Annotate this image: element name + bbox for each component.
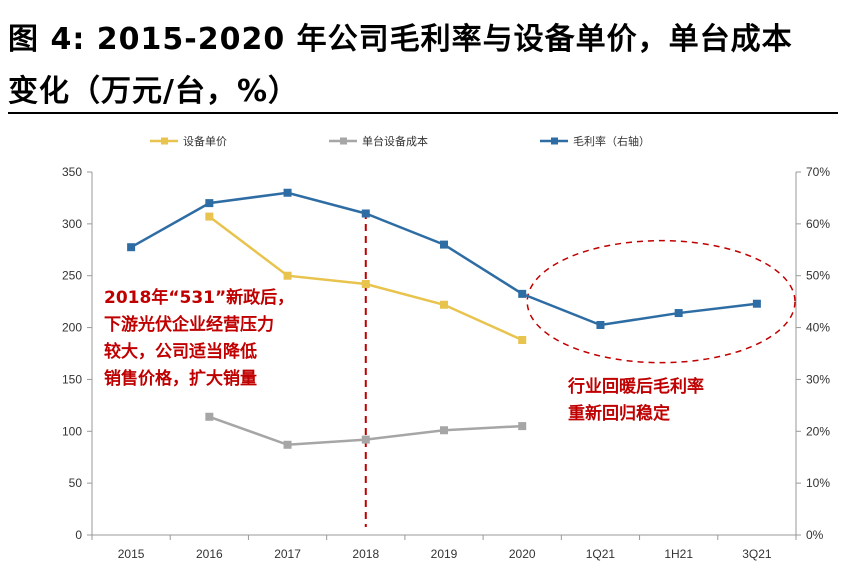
series-2-point	[518, 289, 527, 298]
x-tick-label: 1Q21	[586, 547, 616, 561]
series-1-point	[205, 412, 214, 421]
series-2-point	[596, 320, 605, 329]
right-note-line: 行业回暖后毛利率	[567, 376, 704, 397]
series-0-point	[440, 300, 448, 309]
right-note-line: 重新回归稳定	[568, 403, 670, 424]
left-note-line: 下游光伏企业经营压力	[104, 314, 274, 335]
right-tick-label: 60%	[806, 217, 830, 231]
series-2-point	[440, 240, 448, 249]
chart-axes: 0 50 100 150 200 250 300 350 0% 10% 20% 30% 40% 50% 60…	[62, 165, 830, 561]
recovery-highlight-ellipse	[526, 239, 796, 364]
legend-label: 单台设备成本	[362, 134, 428, 148]
series-2-point	[127, 243, 136, 252]
x-tick-label: 2018	[352, 547, 379, 561]
x-tick-label: 3Q21	[742, 547, 772, 561]
series-2-point	[205, 199, 214, 208]
series-0-point	[283, 271, 292, 280]
series-0-point	[361, 280, 370, 289]
legend-swatch-marker	[161, 137, 168, 145]
right-tick-label: 10%	[806, 476, 830, 490]
right-tick-label: 0%	[806, 528, 824, 542]
series-0-point	[205, 212, 214, 221]
series-2-point	[283, 188, 292, 197]
right-tick-label: 40%	[806, 321, 830, 335]
right-tick-label: 20%	[806, 424, 830, 438]
right-tick-label: 70%	[806, 165, 830, 179]
series-2-point	[674, 309, 683, 318]
chart-title-line-2: 变化（万元/台，%）	[8, 74, 300, 109]
left-tick-label: 50	[69, 476, 83, 490]
left-note-line: 较大，公司适当降低	[104, 341, 257, 362]
x-tick-label: 2015	[118, 547, 145, 561]
left-note-line: 2018年“531”新政后，	[104, 287, 294, 308]
left-tick-label: 100	[62, 424, 82, 438]
x-tick-label: 2016	[196, 547, 223, 561]
series-1-point	[440, 426, 448, 435]
left-note-line: 销售价格，扩大销量	[104, 368, 257, 389]
series-1-point	[283, 440, 292, 449]
chart-series	[127, 188, 761, 449]
left-tick-label: 300	[62, 217, 82, 231]
legend-label: 设备单价	[183, 134, 227, 148]
series-2-point	[752, 299, 761, 308]
chart-annotations: 2018年“531”新政后， 下游光伏企业经营压力较大，公司适当降低销售价格，扩大…	[104, 212, 796, 527]
series-1-point	[361, 435, 370, 444]
series-1-point	[518, 422, 527, 431]
left-tick-label: 350	[62, 165, 82, 179]
x-tick-label: 2019	[431, 547, 458, 561]
x-tick-label: 1H21	[664, 547, 693, 561]
left-tick-label: 150	[62, 372, 82, 386]
legend-swatch-marker	[551, 137, 558, 145]
right-tick-label: 30%	[806, 372, 830, 386]
x-tick-label: 2020	[509, 547, 536, 561]
title-divider	[8, 112, 838, 114]
left-tick-label: 250	[62, 269, 82, 283]
series-0-point	[518, 336, 527, 345]
chart-legend: 设备单价 单台设备成本 毛利率（右轴）	[150, 134, 650, 148]
left-tick-label: 0	[75, 528, 82, 542]
legend-label: 毛利率（右轴）	[573, 134, 650, 148]
left-tick-label: 200	[62, 321, 82, 335]
series-2-point	[361, 209, 370, 218]
chart-title-line-1: 图 4: 2015-2020 年公司毛利率与设备单价，单台成本	[8, 22, 793, 57]
legend-swatch-marker	[340, 137, 347, 145]
right-tick-label: 50%	[806, 269, 830, 283]
x-tick-label: 2017	[274, 547, 301, 561]
